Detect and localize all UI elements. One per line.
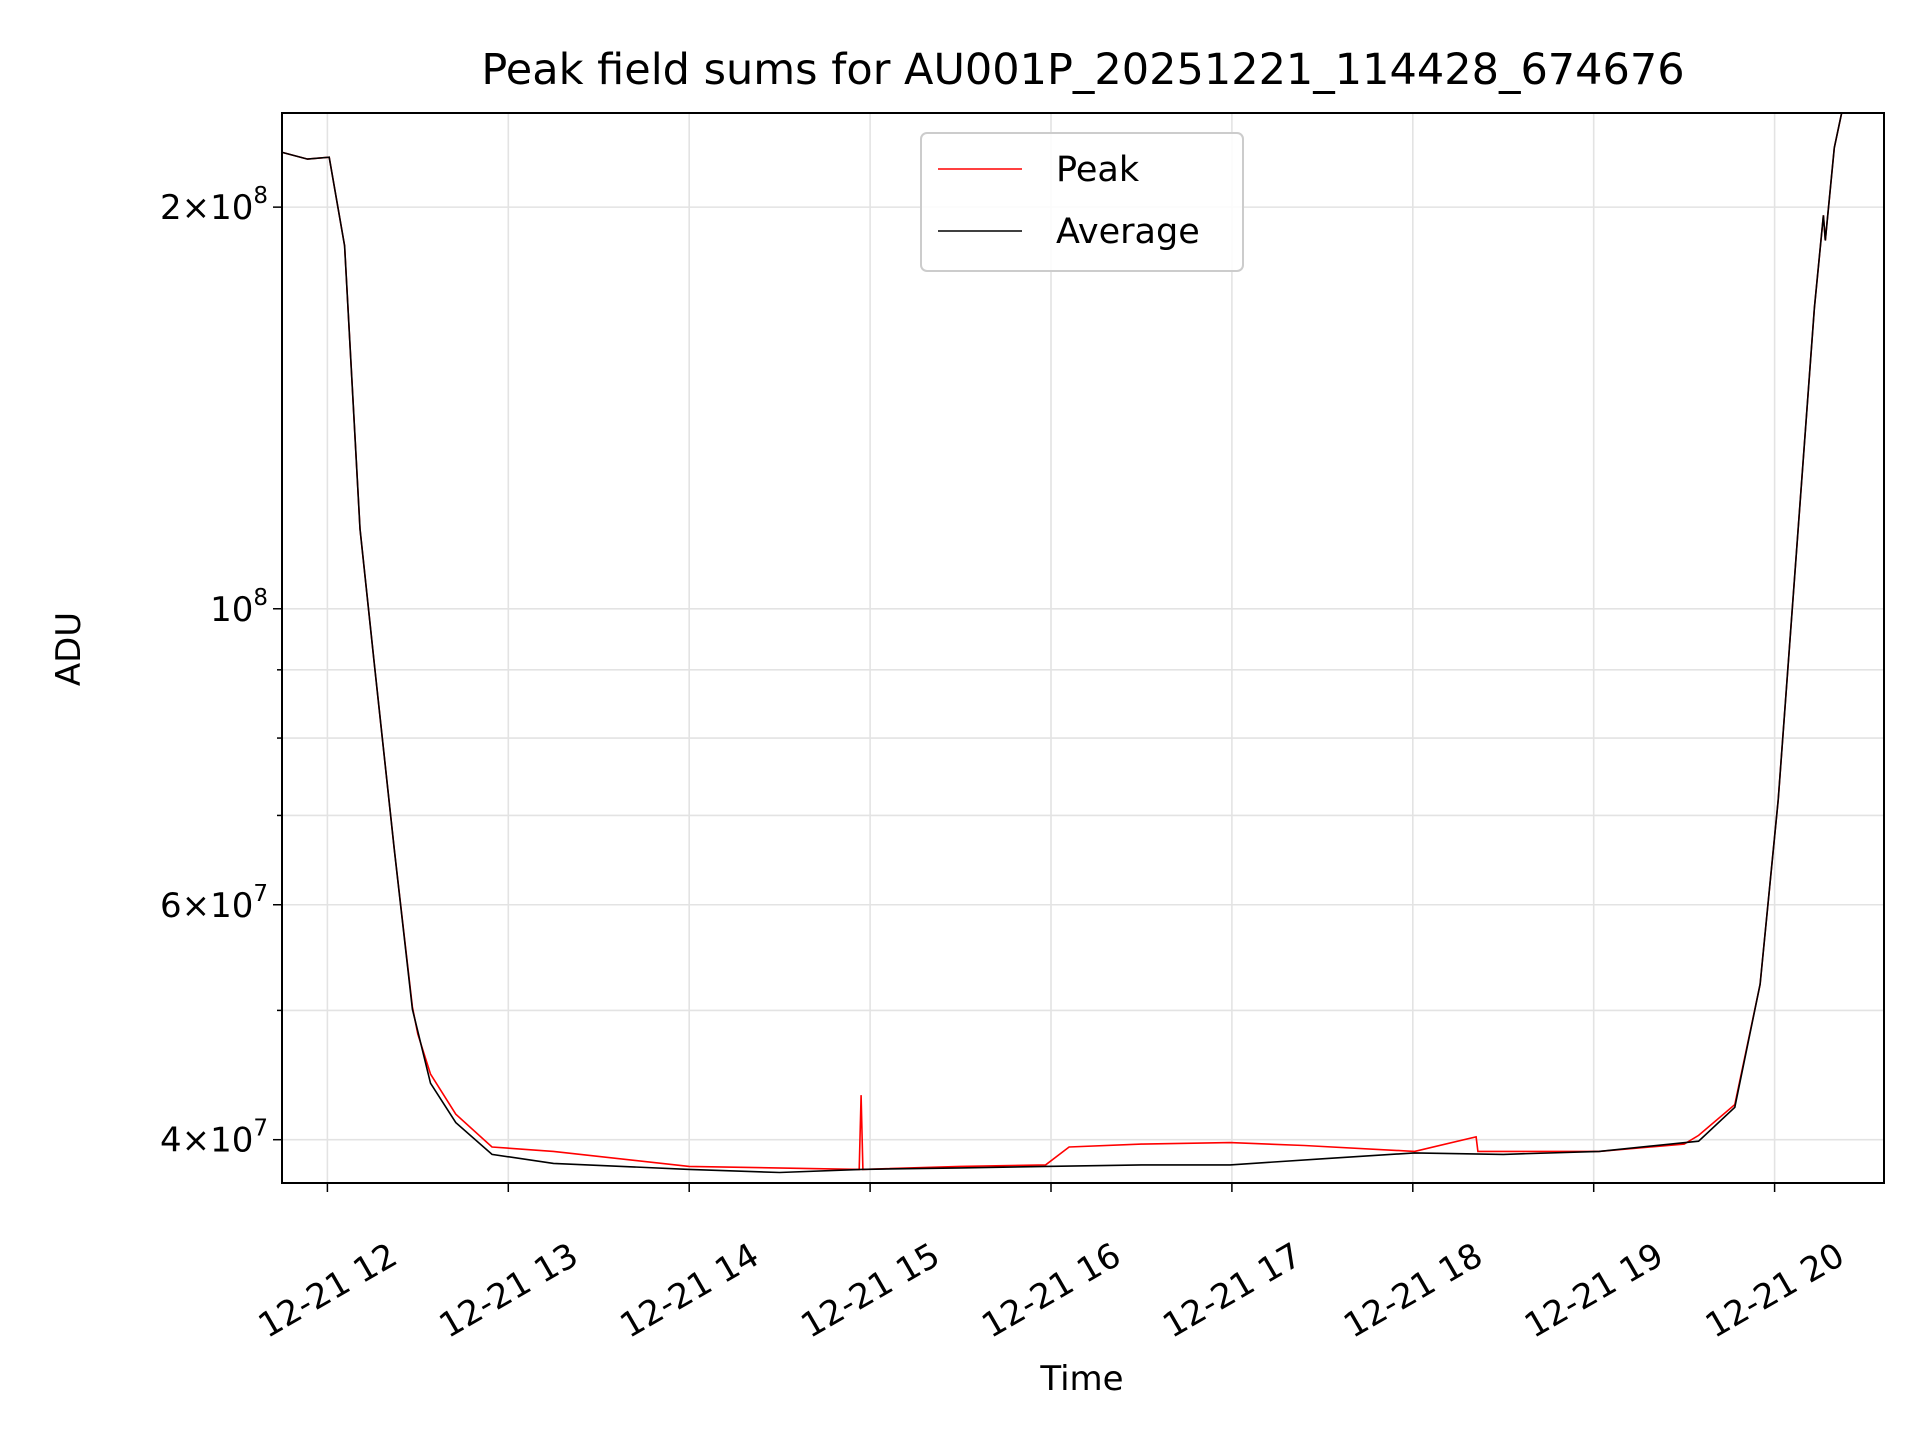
x-axis-label: Time: [1039, 1359, 1123, 1399]
x-tick-label: 12-21 15: [794, 1235, 946, 1346]
legend-average-label: Average: [1056, 212, 1200, 252]
y-tick-mantissa: 10: [210, 590, 253, 630]
x-tick-label: 12-21 14: [614, 1235, 766, 1346]
x-tick-label: 12-21 17: [1156, 1235, 1308, 1346]
x-tick-label: 12-21 18: [1337, 1235, 1489, 1346]
x-tick-label: 12-21 19: [1518, 1235, 1670, 1346]
y-tick-mantissa: 6×10: [160, 886, 253, 926]
grid: [282, 113, 1884, 1183]
x-tick-label: 12-21 20: [1699, 1235, 1851, 1346]
series-lines: [282, 113, 1843, 1174]
x-tick-label: 12-21 16: [975, 1235, 1127, 1346]
x-tick-label: 12-21 12: [252, 1235, 404, 1346]
x-axis: 12-21 12 12-21 13 12-21 14 12-21 15 12-21 16…: [252, 1183, 1851, 1346]
series-average-line: [282, 113, 1843, 1174]
y-tick-exponent: 8: [253, 585, 268, 611]
chart-title: Peak field sums for AU001P_20251221_1144…: [481, 45, 1684, 95]
y-tick-label: 2×108: [160, 183, 268, 228]
y-tick-label: 4×107: [160, 1116, 268, 1161]
x-tick-label: 12-21 13: [433, 1235, 585, 1346]
y-tick-label: 6×107: [160, 881, 268, 926]
y-axis-label: ADU: [49, 612, 89, 686]
legend-box: [920, 132, 1244, 272]
legend: Peak Average: [920, 132, 1244, 272]
y-tick-mantissa: 4×10: [160, 1121, 253, 1161]
y-tick-mantissa: 2×10: [160, 188, 253, 228]
y-tick-label: 108: [210, 585, 268, 630]
y-tick-exponent: 7: [253, 881, 268, 907]
plot-frame: [281, 112, 1885, 1184]
y-tick-exponent: 8: [253, 183, 268, 209]
y-tick-exponent: 7: [253, 1116, 268, 1142]
legend-peak-label: Peak: [1056, 150, 1140, 190]
